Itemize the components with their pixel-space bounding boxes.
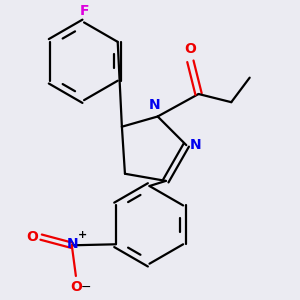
Text: F: F xyxy=(79,4,89,18)
Text: +: + xyxy=(77,230,87,240)
Text: −: − xyxy=(81,281,92,294)
Text: O: O xyxy=(26,230,38,244)
Text: N: N xyxy=(149,98,161,112)
Text: O: O xyxy=(184,42,196,56)
Text: N: N xyxy=(67,237,79,251)
Text: O: O xyxy=(70,280,82,294)
Text: N: N xyxy=(189,138,201,152)
